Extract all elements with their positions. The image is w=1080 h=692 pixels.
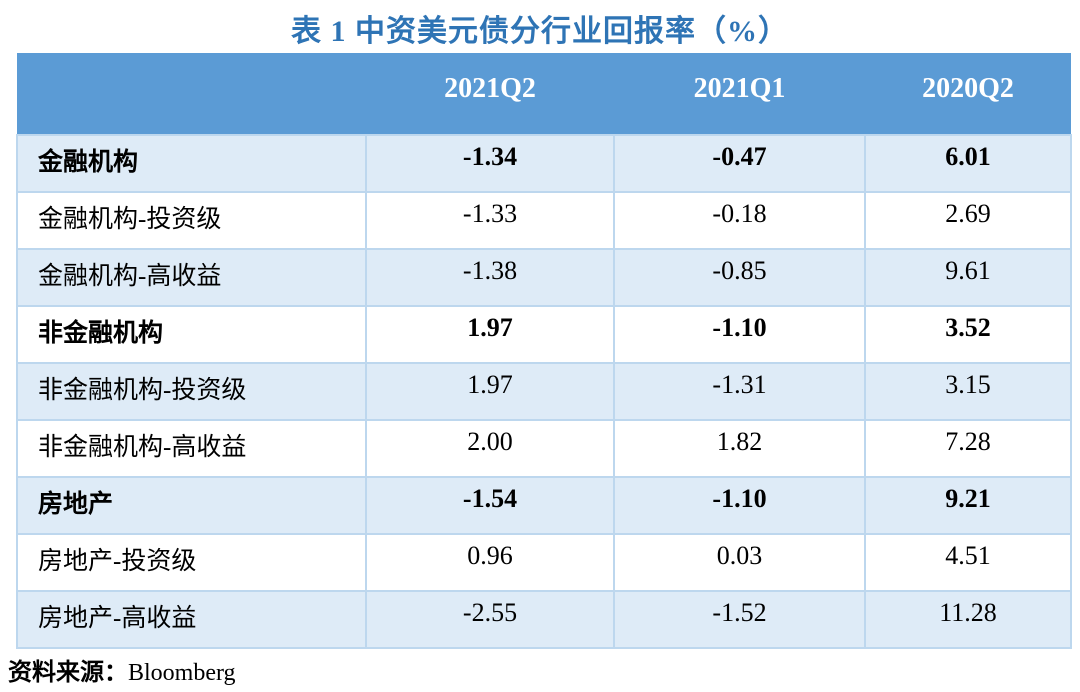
value-cell: -1.38 bbox=[365, 248, 615, 307]
row-label: 房地产-投资级 bbox=[16, 533, 367, 592]
row-label: 金融机构-投资级 bbox=[16, 191, 367, 250]
row-label: 非金融机构-投资级 bbox=[16, 362, 367, 421]
table-row-nonfinancial-hy: 非金融机构-高收益 2.00 1.82 7.28 bbox=[16, 419, 1072, 478]
value-cell: -1.54 bbox=[365, 476, 615, 535]
value-cell: 3.52 bbox=[864, 305, 1072, 364]
header-2021q2: 2021Q2 bbox=[366, 53, 614, 135]
value-cell: 2.69 bbox=[864, 191, 1072, 250]
data-source-line: 资料来源：Bloomberg bbox=[8, 652, 236, 687]
value-cell: 6.01 bbox=[864, 134, 1072, 193]
value-cell: -2.55 bbox=[365, 590, 615, 649]
value-cell: 9.21 bbox=[864, 476, 1072, 535]
value-cell: -1.31 bbox=[613, 362, 866, 421]
value-cell: -0.18 bbox=[613, 191, 866, 250]
value-cell: -1.34 bbox=[365, 134, 615, 193]
header-empty-cell bbox=[17, 53, 366, 135]
value-cell: 9.61 bbox=[864, 248, 1072, 307]
value-cell: 1.82 bbox=[613, 419, 866, 478]
sector-returns-table: 2021Q2 2021Q1 2020Q2 金融机构 -1.34 -0.47 6.… bbox=[16, 53, 1072, 649]
source-value: Bloomberg bbox=[128, 660, 236, 686]
table-row-financial: 金融机构 -1.34 -0.47 6.01 bbox=[16, 134, 1072, 193]
table-row-financial-ig: 金融机构-投资级 -1.33 -0.18 2.69 bbox=[16, 191, 1072, 250]
table-title: 表 1 中资美元债分行业回报率（%） bbox=[291, 15, 789, 48]
header-2020q2: 2020Q2 bbox=[865, 53, 1071, 135]
value-cell: 2.00 bbox=[365, 419, 615, 478]
value-cell: 7.28 bbox=[864, 419, 1072, 478]
value-cell: -1.52 bbox=[613, 590, 866, 649]
value-cell: -1.10 bbox=[613, 476, 866, 535]
row-label: 房地产 bbox=[16, 476, 367, 535]
value-cell: 1.97 bbox=[365, 362, 615, 421]
row-label: 金融机构-高收益 bbox=[16, 248, 367, 307]
table-row-realestate: 房地产 -1.54 -1.10 9.21 bbox=[16, 476, 1072, 535]
source-label: 资料来源： bbox=[8, 660, 128, 686]
table-row-realestate-hy: 房地产-高收益 -2.55 -1.52 11.28 bbox=[16, 590, 1072, 649]
value-cell: 0.96 bbox=[365, 533, 615, 592]
value-cell: -0.47 bbox=[613, 134, 866, 193]
table-row-nonfinancial-ig: 非金融机构-投资级 1.97 -1.31 3.15 bbox=[16, 362, 1072, 421]
row-label: 房地产-高收益 bbox=[16, 590, 367, 649]
value-cell: 11.28 bbox=[864, 590, 1072, 649]
table-row-nonfinancial: 非金融机构 1.97 -1.10 3.52 bbox=[16, 305, 1072, 364]
value-cell: 4.51 bbox=[864, 533, 1072, 592]
value-cell: 1.97 bbox=[365, 305, 615, 364]
row-label: 非金融机构-高收益 bbox=[16, 419, 367, 478]
table-header-row: 2021Q2 2021Q1 2020Q2 bbox=[17, 53, 1071, 135]
header-2021q1: 2021Q1 bbox=[614, 53, 865, 135]
row-label: 非金融机构 bbox=[16, 305, 367, 364]
table-row-realestate-ig: 房地产-投资级 0.96 0.03 4.51 bbox=[16, 533, 1072, 592]
value-cell: -0.85 bbox=[613, 248, 866, 307]
value-cell: 3.15 bbox=[864, 362, 1072, 421]
value-cell: 0.03 bbox=[613, 533, 866, 592]
table-row-financial-hy: 金融机构-高收益 -1.38 -0.85 9.61 bbox=[16, 248, 1072, 307]
value-cell: -1.10 bbox=[613, 305, 866, 364]
row-label: 金融机构 bbox=[16, 134, 367, 193]
value-cell: -1.33 bbox=[365, 191, 615, 250]
